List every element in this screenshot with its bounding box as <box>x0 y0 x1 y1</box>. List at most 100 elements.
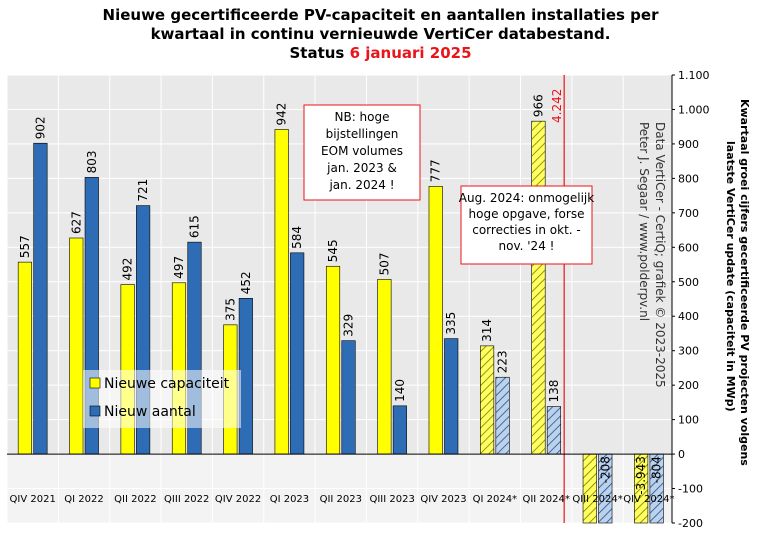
y-tick-label: 700 <box>678 207 699 220</box>
title-line-3: Status 6 januari 2025 <box>0 44 761 63</box>
legend-label: Nieuw aantal <box>104 404 196 420</box>
data-label-count: -804 <box>650 456 664 483</box>
data-label-capacity: 314 <box>480 319 494 342</box>
bar-capacity <box>69 237 84 455</box>
x-tick-label: QIV 2021 <box>10 494 56 505</box>
y-tick-label: -100 <box>678 483 703 496</box>
x-tick-label: QI 2023 <box>270 494 309 505</box>
data-label-capacity: 777 <box>429 159 443 182</box>
bar-capacity <box>171 282 187 455</box>
y-tick-label: 400 <box>678 310 699 323</box>
y-tick-label: 200 <box>678 379 699 392</box>
y-tick-label: 0 <box>678 448 685 461</box>
legend-swatch <box>89 377 101 389</box>
bar-count <box>392 405 407 455</box>
legend-background <box>83 370 241 428</box>
x-tick-label: QIV 2023 <box>420 494 466 505</box>
annotation-text: jan. 2024 ! <box>328 178 394 192</box>
annotation-box <box>460 185 593 265</box>
bar-capacity <box>325 265 341 455</box>
title-status-date: 6 januari 2025 <box>349 44 472 62</box>
title-status-label: Status <box>289 44 350 62</box>
data-label-count: 902 <box>33 116 47 139</box>
data-label-count: 721 <box>136 179 150 202</box>
y-tick-label: 1.100 <box>678 69 710 82</box>
y-axis-title-line-2: laatste VertiCer update (capaciteit in M… <box>724 141 737 412</box>
x-tick-label: QIII 2024* <box>572 494 622 505</box>
x-tick-label: QII 2022 <box>114 494 156 505</box>
data-label-count: 138 <box>547 380 561 403</box>
data-label-count: 329 <box>342 314 356 337</box>
y-tick-label: -200 <box>678 517 703 530</box>
data-label-count: 803 <box>85 150 99 173</box>
bar-count <box>546 406 561 455</box>
bar-count <box>290 252 305 455</box>
chart-title: Nieuwe gecertificeerde PV-capaciteit en … <box>0 6 761 63</box>
bar-capacity <box>377 279 392 455</box>
annotation-box <box>303 104 421 201</box>
data-label-count: 452 <box>239 271 253 294</box>
watermark-text: Data VertiCer - CertiQ; grafiek © 2023-2… <box>653 122 667 388</box>
y-axis-title-line-1: Kwartaal groei cijfers gecertificeerde P… <box>738 99 751 466</box>
x-tick-label: QIII 2022 <box>164 494 209 505</box>
data-label-capacity: 375 <box>223 298 237 321</box>
y-tick-label: 500 <box>678 276 699 289</box>
data-label-capacity: 497 <box>172 256 186 279</box>
bar-capacity <box>274 129 289 455</box>
bar-capacity <box>120 284 135 455</box>
annotation-text: EOM volumes <box>321 144 403 158</box>
data-label-capacity: 557 <box>18 235 32 258</box>
x-tick-label: QIV 2022 <box>215 494 261 505</box>
data-label-count: 335 <box>444 312 458 335</box>
data-label-capacity: 966 <box>531 94 545 117</box>
data-label-capacity: 627 <box>69 211 83 234</box>
annotation-text: hoge opgave, forse <box>469 207 585 221</box>
y-tick-label: 600 <box>678 241 699 254</box>
x-tick-label: QIV 2024* <box>623 494 674 505</box>
title-line-2: kwartaal in continu vernieuwde VertiCer … <box>150 25 611 43</box>
legend-label: Nieuwe capaciteit <box>104 376 230 392</box>
bar-count <box>341 340 356 455</box>
data-label-capacity: -3.943 <box>634 456 648 495</box>
marker-label: 4.242 <box>550 89 564 123</box>
bar-capacity <box>582 453 597 524</box>
watermark-text: Peter J. Segaar / www.polderpv.nl <box>637 122 651 321</box>
bar-count <box>33 142 48 455</box>
data-label-capacity: 492 <box>121 258 135 281</box>
y-tick-label: 300 <box>678 345 699 358</box>
annotation-text: bijstellingen <box>326 127 399 141</box>
x-tick-label: QII 2024* <box>522 494 569 505</box>
bar-capacity <box>428 186 443 455</box>
bar-count <box>495 376 510 455</box>
data-label-capacity: 545 <box>326 239 340 262</box>
x-tick-label: QI 2022 <box>64 494 103 505</box>
annotation-text: jan. 2023 & <box>326 161 397 175</box>
data-label-capacity: 942 <box>275 103 289 126</box>
x-tick-label: QIII 2023 <box>369 494 414 505</box>
title-line-1: Nieuwe gecertificeerde PV-capaciteit en … <box>102 6 659 24</box>
annotation-text: Aug. 2024: onmogelijk <box>459 191 594 205</box>
bar-capacity <box>531 120 546 455</box>
bar-capacity <box>480 345 495 455</box>
data-label-count: 615 <box>187 215 201 238</box>
annotation-text: correcties in okt. - <box>472 223 581 237</box>
bar-count <box>444 338 459 455</box>
legend-swatch <box>89 405 101 417</box>
x-tick-label: QI 2024* <box>473 494 517 505</box>
data-label-capacity: 507 <box>377 252 391 275</box>
y-tick-label: 800 <box>678 172 699 185</box>
bar-capacity <box>17 261 32 455</box>
data-label-count: 223 <box>496 350 510 373</box>
y-tick-label: 900 <box>678 138 699 151</box>
x-tick-label: QII 2023 <box>320 494 362 505</box>
annotation-text: nov. '24 ! <box>499 239 555 253</box>
data-label-count: -208 <box>598 456 612 483</box>
data-label-count: 140 <box>393 379 407 402</box>
data-label-count: 584 <box>290 226 304 249</box>
y-tick-label: 1.000 <box>678 103 710 116</box>
y-tick-label: 100 <box>678 414 699 427</box>
annotation-text: NB: hoge <box>334 110 389 124</box>
bar-count <box>238 298 253 455</box>
